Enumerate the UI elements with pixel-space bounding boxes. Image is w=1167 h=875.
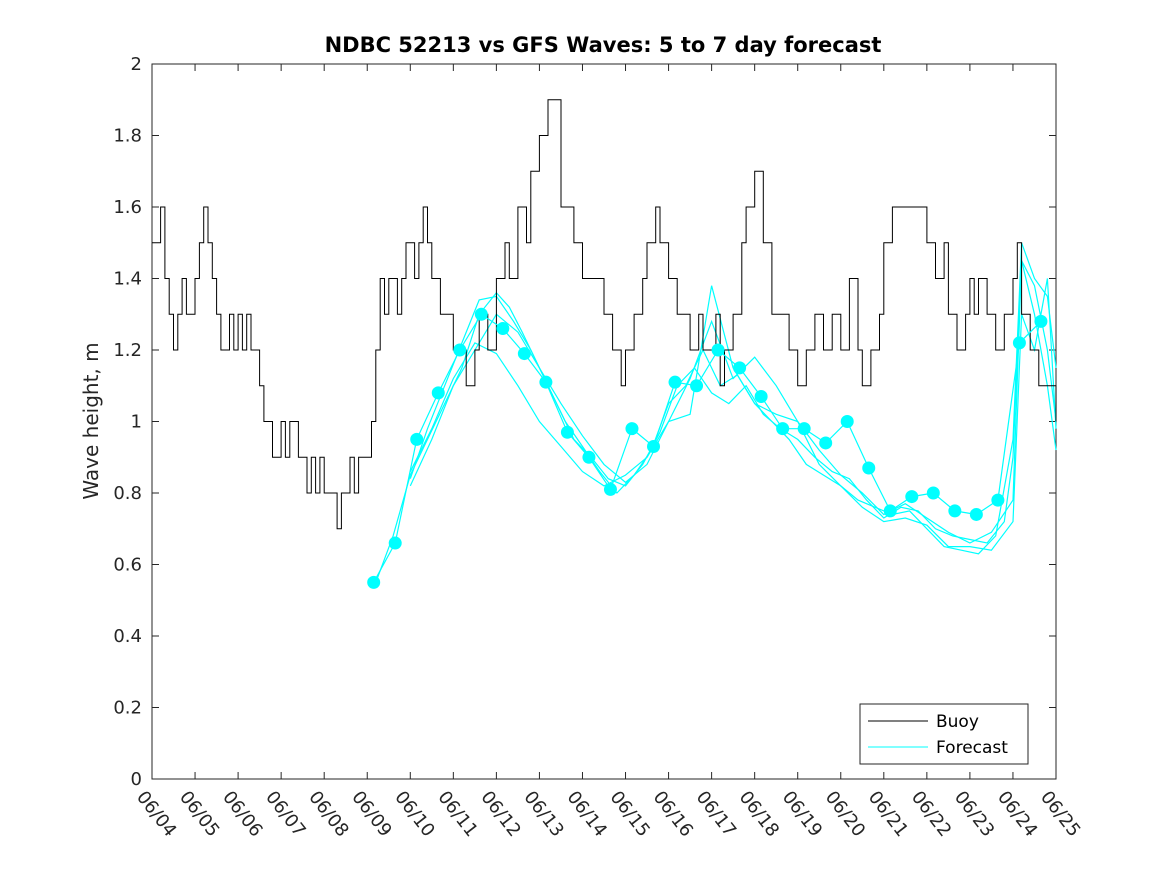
forecast-point: [840, 415, 854, 428]
y-tick-label: 1.2: [113, 340, 142, 361]
forecast-point: [517, 347, 531, 361]
forecast-point: [690, 379, 704, 393]
y-tick-label: 2: [131, 54, 142, 75]
forecast-point: [776, 422, 790, 436]
plot-frame: [151, 63, 1057, 780]
y-tick-label: 1.4: [113, 269, 142, 290]
forecast-point: [431, 386, 445, 400]
forecast-point: [410, 432, 424, 446]
forecast-point: [819, 436, 833, 450]
y-tick-label: 1.6: [113, 197, 142, 218]
forecast-run-line-3: [409, 260, 1057, 544]
y-axis: 0 0.2 0.4 0.6 0.8 1 1.2 1.4 1.6 1.8 2: [113, 54, 1056, 790]
forecast-point: [647, 440, 661, 454]
chart-title: NDBC 52213 vs GFS Waves: 5 to 7 day fore…: [325, 33, 882, 57]
forecast-point: [367, 575, 381, 589]
legend-box: [859, 703, 1029, 765]
forecast-point: [582, 450, 596, 464]
y-tick-label: 1: [131, 412, 142, 433]
forecast-point: [969, 507, 983, 521]
legend-label-buoy: Buoy: [936, 712, 979, 732]
forecast-point: [862, 461, 876, 475]
forecast-point: [926, 486, 940, 500]
forecast-point: [733, 361, 747, 375]
forecast-point: [711, 343, 725, 357]
legend-label-forecast: Forecast: [936, 738, 1008, 758]
y-axis-label: Wave height, m: [79, 342, 103, 499]
forecast-point: [948, 504, 962, 518]
forecast-point: [668, 375, 682, 389]
forecast-point: [905, 490, 919, 504]
y-tick-label: 0.6: [113, 555, 142, 576]
y-tick-label: 0.4: [113, 626, 142, 647]
legend: Buoy Forecast: [859, 703, 1029, 765]
forecast-point: [388, 536, 402, 550]
y-tick-label: 1.8: [113, 126, 142, 147]
forecast-point: [474, 307, 488, 321]
forecast-point: [560, 425, 574, 439]
series-layer: [152, 99, 1057, 589]
forecast-point: [991, 493, 1005, 507]
forecast-point: [754, 389, 768, 403]
forecast-point: [453, 343, 467, 357]
y-tick-label: 0: [131, 769, 142, 790]
forecast-point: [496, 322, 510, 336]
forecast-point: [883, 504, 897, 518]
forecast-point: [539, 375, 553, 389]
forecast-point: [1012, 336, 1026, 350]
buoy-line: [152, 99, 1057, 530]
y-tick-label: 0.2: [113, 698, 142, 719]
forecast-point: [797, 422, 811, 436]
forecast-point: [625, 422, 639, 436]
y-tick-label: 0.8: [113, 483, 142, 504]
forecast-run-line-4: [409, 278, 1057, 551]
plot-area: [151, 63, 1057, 780]
forecast-point: [1034, 314, 1048, 328]
forecast-point: [603, 482, 617, 496]
